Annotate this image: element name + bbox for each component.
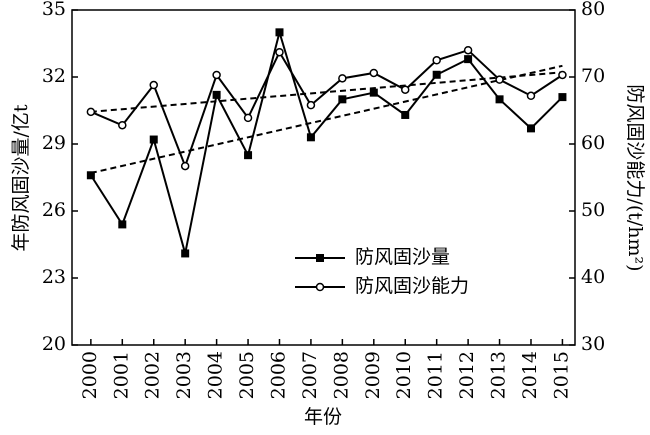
data-point — [495, 75, 504, 84]
x-tick-label: 2011 — [425, 351, 447, 399]
data-point — [401, 110, 410, 119]
x-tick-label: 2004 — [205, 351, 227, 399]
data-point — [212, 70, 221, 80]
data-point — [149, 135, 158, 144]
data-point — [338, 95, 347, 104]
x-tick-label: 2009 — [362, 351, 384, 399]
y-tick-label: 20 — [42, 333, 66, 355]
series-line — [90, 28, 564, 254]
x-tick-label: 2007 — [299, 351, 321, 399]
data-point — [495, 95, 504, 104]
legend-label: 防风固沙量 — [355, 246, 450, 268]
x-tick-label: 2008 — [330, 351, 352, 399]
data-point — [212, 90, 221, 99]
data-point — [306, 100, 316, 110]
x-tick-label: 2005 — [236, 351, 258, 399]
y2-tick-label: 70 — [581, 65, 605, 87]
x-tick-label: 2013 — [488, 351, 510, 399]
y2-tick-label: 30 — [581, 333, 605, 355]
data-point — [275, 28, 284, 37]
data-point — [306, 133, 315, 142]
x-tick-label: 2001 — [110, 351, 132, 399]
y2-tick-label: 80 — [581, 0, 605, 20]
x-tick-label: 2015 — [550, 351, 572, 399]
data-point — [86, 107, 96, 117]
data-point — [118, 220, 127, 229]
x-tick-label: 2012 — [456, 351, 478, 399]
data-point — [526, 124, 535, 133]
data-point — [463, 45, 473, 55]
data-point — [149, 80, 158, 90]
data-point — [432, 56, 441, 65]
y-tick-label: 32 — [42, 65, 66, 87]
x-tick-label: 2014 — [519, 351, 541, 399]
y2-tick-label: 40 — [581, 266, 605, 288]
legend-marker — [315, 282, 325, 292]
y-tick-label: 29 — [42, 132, 66, 154]
data-point — [243, 113, 253, 123]
data-point — [275, 47, 284, 57]
y2-tick-label: 50 — [581, 199, 605, 221]
y2-tick-label: 60 — [581, 132, 605, 154]
legend-marker — [316, 254, 324, 262]
series-line — [90, 49, 563, 170]
data-point — [400, 85, 410, 94]
legend-label: 防风固沙能力 — [355, 275, 469, 297]
data-point — [526, 91, 536, 101]
x-tick-label: 2003 — [173, 351, 195, 399]
y2-axis-label: 防风固沙能力/(t/hm²) — [624, 84, 646, 271]
y-axis-label: 年防风固沙量/亿t — [10, 104, 32, 251]
data-point — [338, 74, 347, 83]
data-point — [180, 161, 190, 171]
x-tick-label: 2006 — [267, 351, 289, 399]
data-point — [86, 171, 95, 180]
data-point — [464, 55, 473, 64]
y-tick-label: 23 — [42, 266, 66, 288]
y-tick-label: 26 — [42, 199, 66, 221]
data-point — [244, 151, 253, 160]
data-point — [558, 93, 567, 102]
data-point — [432, 70, 441, 79]
x-tick-label: 2010 — [393, 351, 415, 399]
data-point — [369, 88, 378, 97]
data-point — [558, 70, 567, 80]
data-point — [369, 68, 379, 78]
x-axis-label: 年份 — [304, 406, 342, 428]
data-point — [181, 249, 190, 258]
data-point — [118, 120, 127, 130]
y-tick-label: 35 — [42, 0, 66, 20]
plot-frame — [71, 9, 576, 346]
x-tick-label: 2002 — [142, 351, 164, 399]
x-tick-label: 2000 — [79, 351, 101, 399]
